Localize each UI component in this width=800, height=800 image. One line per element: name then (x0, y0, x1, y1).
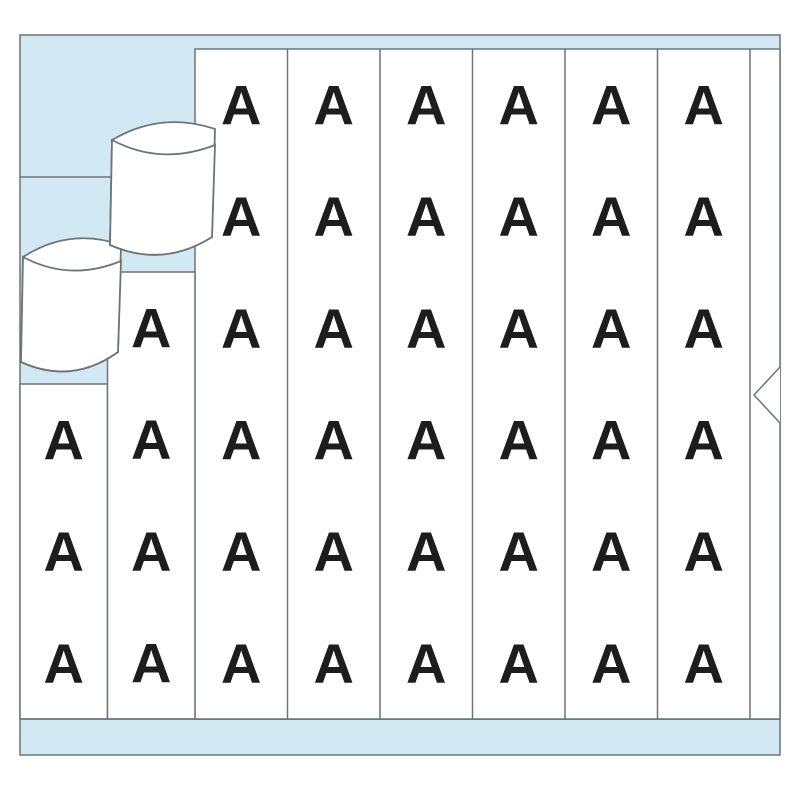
label-letter: A (591, 73, 631, 136)
label-sheet-diagram: AAAAAAAAAAAAAAAAAAAAAAAAAAAAAAAAAAAAAAAA… (0, 0, 800, 800)
label-letter: A (314, 185, 354, 248)
label-letter: A (684, 632, 724, 695)
label-letter: A (406, 73, 446, 136)
label-letter: A (131, 408, 171, 471)
label-letter: A (499, 297, 539, 360)
label-letter: A (221, 297, 261, 360)
label-letter: A (684, 297, 724, 360)
label-letter: A (221, 73, 261, 136)
label-letter: A (131, 296, 171, 359)
label-letter: A (44, 520, 84, 583)
label-letter: A (131, 631, 171, 694)
label-letter: A (406, 185, 446, 248)
label-letter: A (499, 185, 539, 248)
label-letter: A (591, 297, 631, 360)
label-letter: A (499, 632, 539, 695)
label-letter: A (131, 520, 171, 583)
label-letter: A (314, 73, 354, 136)
label-letter: A (591, 185, 631, 248)
peeled-label-front-0 (21, 257, 121, 371)
label-letter: A (44, 632, 84, 695)
label-letter: A (221, 520, 261, 583)
label-letter: A (591, 632, 631, 695)
label-grid-bg (195, 49, 780, 719)
label-letter: A (314, 520, 354, 583)
label-letter: A (591, 408, 631, 471)
label-letter: A (221, 185, 261, 248)
label-letter: A (406, 520, 446, 583)
label-letter: A (406, 297, 446, 360)
label-letter: A (684, 185, 724, 248)
peeled-label-front-1 (110, 140, 215, 255)
label-letter: A (314, 632, 354, 695)
label-letter: A (499, 520, 539, 583)
label-letter: A (499, 73, 539, 136)
label-letter: A (314, 408, 354, 471)
label-letter: A (44, 408, 84, 471)
label-letter: A (684, 520, 724, 583)
label-letter: A (591, 520, 631, 583)
label-letter: A (684, 408, 724, 471)
label-letter: A (221, 408, 261, 471)
label-letter: A (314, 297, 354, 360)
label-letter: A (406, 408, 446, 471)
label-letter: A (221, 632, 261, 695)
label-letter: A (499, 408, 539, 471)
label-letter: A (406, 632, 446, 695)
label-letter: A (684, 73, 724, 136)
